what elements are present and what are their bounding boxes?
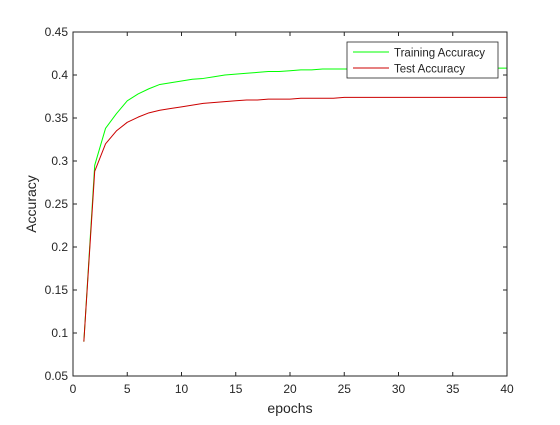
x-tick-label: 15	[229, 382, 243, 396]
x-tick-label: 0	[70, 382, 77, 396]
y-tick-label: 0.4	[51, 68, 68, 82]
x-tick-label: 30	[392, 382, 406, 396]
legend-box	[346, 41, 499, 79]
x-axis-label: epochs	[267, 400, 312, 416]
x-tick-label: 20	[283, 382, 297, 396]
y-tick-label: 0.25	[45, 197, 69, 211]
y-tick-label: 0.35	[45, 111, 69, 125]
y-tick-label: 0.05	[45, 369, 69, 383]
x-tick-label: 35	[446, 382, 460, 396]
x-tick-label: 10	[175, 382, 189, 396]
y-tick-label: 0.2	[51, 240, 68, 254]
x-tick-label: 40	[500, 382, 514, 396]
plot-area	[73, 32, 507, 376]
axis-tick-labels: 0 5 10 15 20 25 30 35 40 0.05 0.1 0.15 0.2 0.25 0.3 0.3…	[45, 25, 514, 396]
x-tick-label: 5	[124, 382, 131, 396]
y-tick-label: 0.3	[51, 154, 68, 168]
y-tick-label: 0.1	[51, 326, 68, 340]
series-line-test-accuracy	[83, 96, 507, 342]
legend-label-training: Training Accuracy	[394, 48, 485, 60]
y-axis-label: Accuracy	[23, 175, 39, 233]
legend: Training Accuracy Test Accuracy	[346, 41, 499, 79]
y-tick-label: 0.45	[45, 25, 69, 39]
y-tick-label: 0.15	[45, 283, 69, 297]
legend-label-test: Test Accuracy	[394, 64, 465, 76]
axis-ticks	[72, 31, 508, 377]
x-tick-label: 25	[338, 382, 352, 396]
